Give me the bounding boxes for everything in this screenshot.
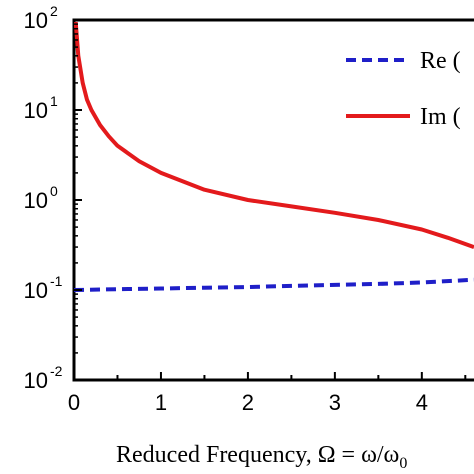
y-tick-label: 10 — [24, 98, 48, 123]
x-tick-label: 4 — [416, 390, 428, 415]
x-tick-label: 1 — [155, 390, 167, 415]
legend: Re ( Im ( — [346, 48, 461, 130]
x-tick-label: 0 — [68, 390, 80, 415]
legend-label: Im ( — [420, 104, 461, 130]
y-tick-exponent: 0 — [50, 183, 58, 199]
y-tick-label: 10 — [24, 188, 48, 213]
x-tick-label: 2 — [242, 390, 254, 415]
y-tick-label: 10 — [24, 8, 48, 33]
x-axis: 0 1 2 3 4 — [68, 372, 467, 415]
y-tick-exponent: 1 — [50, 93, 58, 109]
legend-label: Re ( — [420, 48, 461, 74]
x-tick-label: 3 — [329, 390, 341, 415]
y-tick-label: 10 — [24, 278, 48, 303]
series-layer — [74, 21, 474, 292]
plot-frame — [72, 18, 474, 382]
series-line-im — [74, 21, 474, 249]
x-axis-title: Reduced Frequency, Ω = ω/ω0 — [116, 442, 407, 472]
series-line-re — [74, 277, 474, 292]
plot-area — [72, 18, 474, 382]
y-tick-exponent: 2 — [50, 3, 58, 19]
y-tick-exponent: -1 — [50, 273, 63, 289]
y-tick-exponent: -2 — [50, 363, 63, 379]
y-tick-label: 10 — [24, 368, 48, 393]
